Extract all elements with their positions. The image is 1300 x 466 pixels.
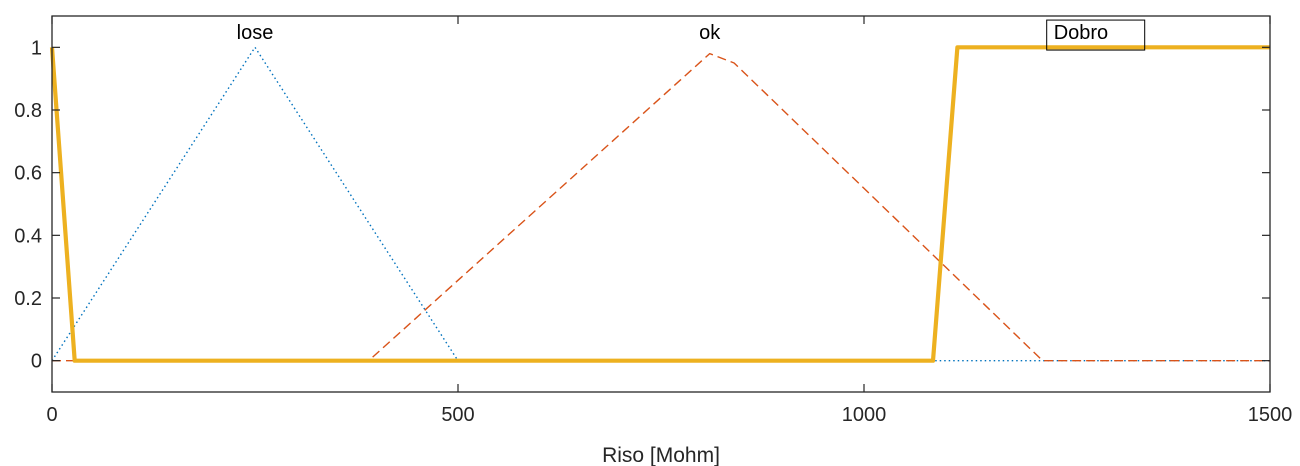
- x-tick-label: 0: [46, 404, 57, 426]
- x-tick-label: 1000: [842, 404, 887, 426]
- label-box: [1046, 19, 1146, 51]
- annotations: lose ok Dobro: [237, 19, 1146, 51]
- y-tick-label: 0.2: [14, 288, 42, 310]
- axis-ticks: 0 500 1000 1500 0 0.2 0.4 0.6 0.8 1: [14, 16, 1292, 426]
- y-tick-label: 0: [31, 351, 42, 373]
- x-axis-label: Riso [Mohm]: [602, 444, 720, 466]
- y-tick-label: 0.8: [14, 100, 42, 122]
- y-tick-label: 1: [31, 37, 42, 59]
- series-line-dobro: [49, 45, 1270, 363]
- y-tick-label: 0.6: [14, 163, 42, 185]
- x-tick-label: 1500: [1248, 404, 1293, 426]
- x-tick-label: 500: [441, 404, 474, 426]
- series-line-lose: [51, 46, 1270, 362]
- plot-frame: [51, 15, 1271, 393]
- label-ok: ok: [699, 22, 721, 44]
- label-lose: lose: [237, 22, 274, 44]
- label-dobro: Dobro: [1054, 22, 1108, 44]
- chart-marks: [49, 45, 1270, 363]
- y-tick-label: 0.4: [14, 225, 42, 247]
- series-line-ok: [52, 52, 1270, 362]
